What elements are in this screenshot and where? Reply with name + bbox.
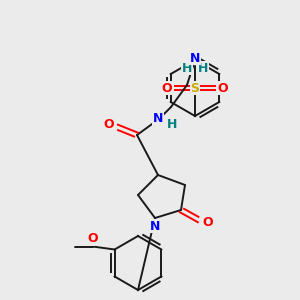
Text: O: O [162,82,172,94]
Text: H: H [167,118,177,131]
Text: N: N [153,112,163,125]
Text: O: O [87,232,98,245]
Text: O: O [203,217,213,230]
Text: N: N [150,220,160,232]
Text: N: N [190,52,200,64]
Text: H: H [198,61,208,74]
Text: O: O [104,118,114,130]
Text: H: H [182,61,192,74]
Text: S: S [190,82,200,94]
Text: O: O [218,82,228,94]
